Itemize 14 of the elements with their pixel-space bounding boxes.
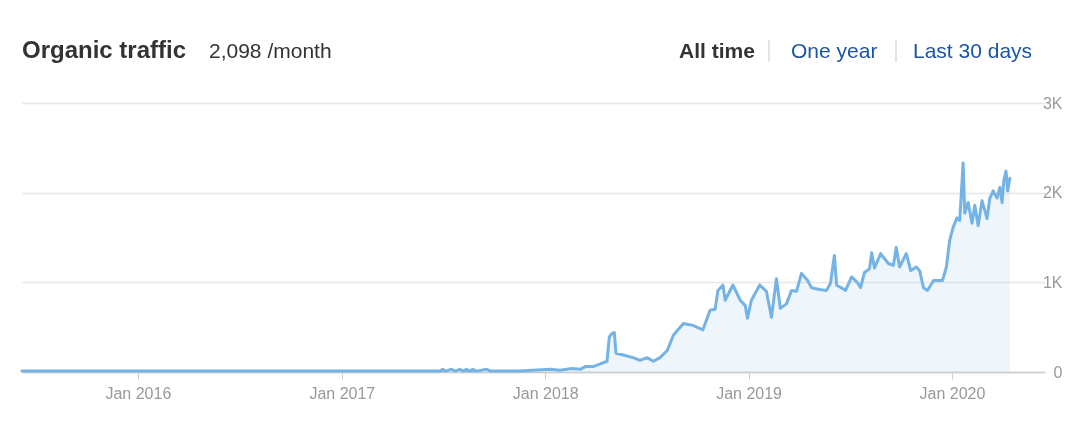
x-tick-label: Jan 2018 <box>512 384 579 402</box>
text: Last 30 days <box>913 39 1033 62</box>
y-tick-label: 0 <box>1053 363 1063 381</box>
text: All time <box>679 39 755 62</box>
x-tick-label: Jan 2017 <box>309 384 376 402</box>
x-tick-label: Jan 2019 <box>716 384 783 402</box>
chart-title: Organic traffic <box>22 36 187 63</box>
y-tick-label: 3K <box>1042 94 1063 112</box>
x-tick-label: Jan 2020 <box>919 384 986 402</box>
text: One year <box>791 39 878 62</box>
y-tick-label: 1K <box>1042 273 1063 291</box>
text: 2,098 /month <box>209 39 332 62</box>
y-tick-label: 2K <box>1042 184 1063 202</box>
x-tick-label: Jan 2016 <box>105 384 172 402</box>
